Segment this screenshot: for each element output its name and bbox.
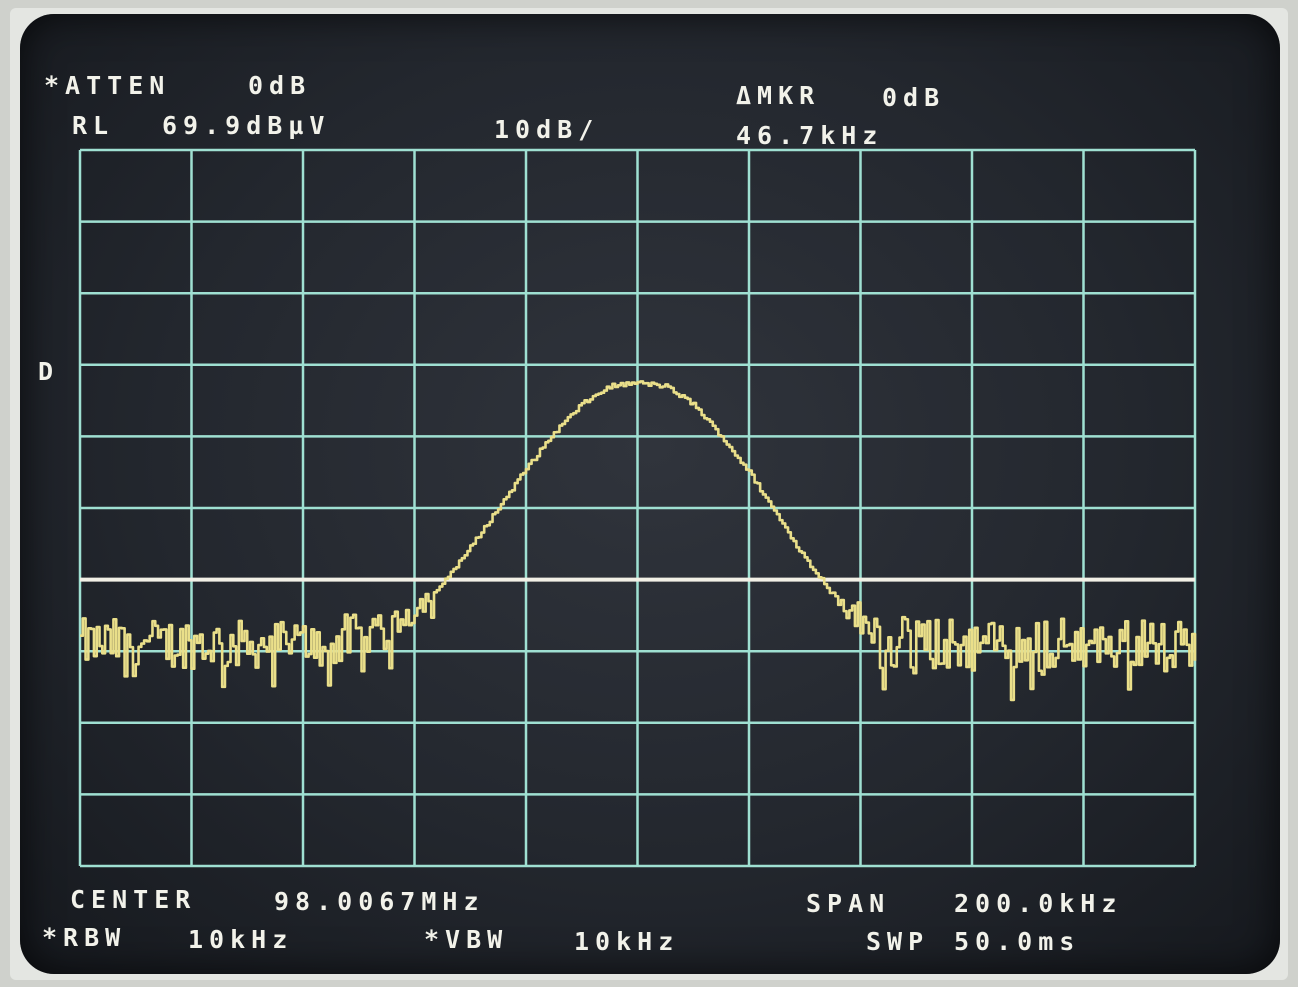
crt-screen — [20, 14, 1280, 974]
center-frequency: 98.0067MHz — [274, 887, 485, 916]
detector-marker: D — [38, 357, 59, 386]
atten-label: *ATTEN — [44, 71, 170, 100]
sweep-time: 50.0ms — [954, 927, 1080, 956]
rbw-label: *RBW — [42, 923, 126, 952]
vbw-value: 10kHz — [574, 927, 679, 956]
ref-level-value: 69.9dBµV — [162, 111, 330, 140]
scale-per-division: 10dB/ — [494, 115, 599, 144]
spectrum-trace — [80, 380, 1197, 702]
vbw-label: *VBW — [424, 925, 508, 954]
graticule — [78, 148, 1197, 868]
span-value: 200.0kHz — [954, 889, 1122, 918]
atten-value: 0dB — [248, 71, 311, 100]
span-label: SPAN — [806, 889, 890, 918]
ref-level-label: RL — [72, 111, 114, 140]
marker-label: ΔMKR — [736, 81, 820, 110]
sweep-label: SWP — [866, 927, 929, 956]
marker-delta-frequency: 46.7kHz — [736, 121, 883, 150]
center-label: CENTER — [70, 885, 196, 914]
rbw-value: 10kHz — [188, 925, 293, 954]
marker-delta-amplitude: 0dB — [882, 83, 945, 112]
